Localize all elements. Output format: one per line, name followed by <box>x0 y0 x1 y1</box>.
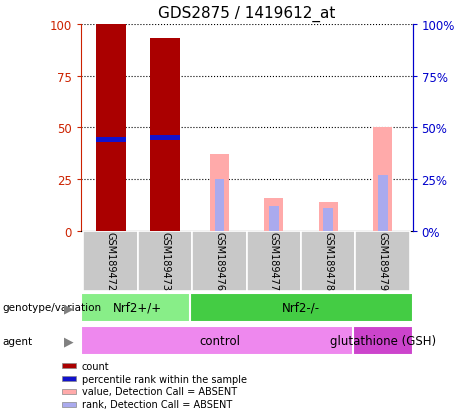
Text: genotype/variation: genotype/variation <box>2 303 101 313</box>
Bar <box>353 326 413 356</box>
Text: control: control <box>199 334 240 347</box>
Bar <box>355 231 410 291</box>
Bar <box>62 402 76 407</box>
Text: GSM189472: GSM189472 <box>106 232 116 291</box>
Text: GSM189478: GSM189478 <box>323 232 333 291</box>
Bar <box>150 136 180 141</box>
Bar <box>210 155 229 231</box>
Text: Nrf2-/-: Nrf2-/- <box>282 301 320 314</box>
Bar <box>95 25 125 231</box>
Text: rank, Detection Call = ABSENT: rank, Detection Call = ABSENT <box>82 399 232 409</box>
Bar <box>81 293 195 323</box>
Bar <box>247 231 301 291</box>
Bar <box>62 363 76 368</box>
Text: GSM189473: GSM189473 <box>160 232 170 291</box>
Bar <box>62 389 76 394</box>
Bar <box>319 202 338 231</box>
Text: count: count <box>82 361 109 371</box>
Bar <box>83 231 138 291</box>
Bar <box>62 376 76 381</box>
Text: Nrf2+/+: Nrf2+/+ <box>113 301 162 314</box>
Text: glutathione (GSH): glutathione (GSH) <box>330 334 436 347</box>
Text: percentile rank within the sample: percentile rank within the sample <box>82 374 247 384</box>
Bar <box>264 198 284 231</box>
Bar <box>138 231 192 291</box>
Title: GDS2875 / 1419612_at: GDS2875 / 1419612_at <box>158 6 335 22</box>
Bar <box>192 231 247 291</box>
Bar <box>323 209 333 231</box>
Bar <box>378 176 388 231</box>
Bar <box>95 138 125 143</box>
Text: GSM189477: GSM189477 <box>269 232 279 291</box>
Bar <box>373 128 392 231</box>
Text: agent: agent <box>2 336 32 346</box>
Bar <box>150 39 180 231</box>
Bar <box>81 326 358 356</box>
Text: ▶: ▶ <box>65 334 74 347</box>
Text: GSM189479: GSM189479 <box>378 232 388 291</box>
Text: GSM189476: GSM189476 <box>214 232 225 291</box>
Bar <box>269 206 279 231</box>
Text: value, Detection Call = ABSENT: value, Detection Call = ABSENT <box>82 387 236 396</box>
Bar <box>189 293 413 323</box>
Bar <box>301 231 355 291</box>
Bar <box>214 180 225 231</box>
Text: ▶: ▶ <box>65 301 74 314</box>
